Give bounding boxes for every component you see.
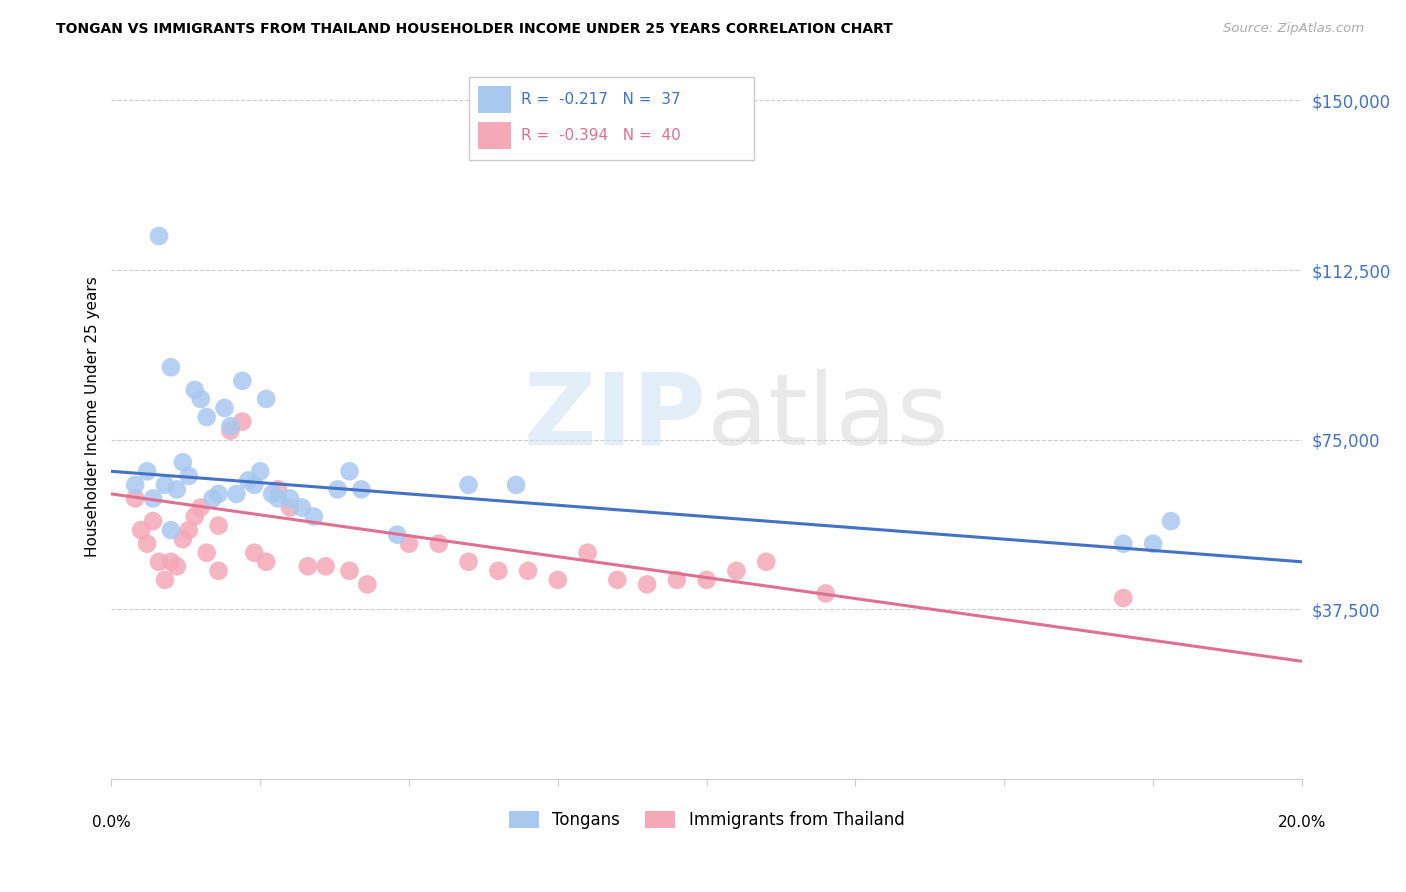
Point bbox=[190, 392, 212, 406]
Point bbox=[457, 555, 479, 569]
Point bbox=[398, 537, 420, 551]
Point bbox=[238, 474, 260, 488]
Point bbox=[129, 523, 152, 537]
Y-axis label: Householder Income Under 25 years: Householder Income Under 25 years bbox=[86, 277, 100, 558]
Text: R =  -0.394   N =  40: R = -0.394 N = 40 bbox=[522, 128, 681, 143]
Point bbox=[148, 555, 170, 569]
Text: Source: ZipAtlas.com: Source: ZipAtlas.com bbox=[1223, 22, 1364, 36]
Point bbox=[166, 559, 188, 574]
Point bbox=[254, 392, 277, 406]
Point bbox=[160, 555, 183, 569]
Point bbox=[517, 564, 540, 578]
Point bbox=[231, 415, 253, 429]
Point bbox=[278, 491, 301, 506]
Point bbox=[207, 487, 229, 501]
Point bbox=[166, 483, 188, 497]
Point bbox=[184, 383, 207, 397]
Point bbox=[350, 483, 373, 497]
Point bbox=[207, 518, 229, 533]
Point bbox=[254, 555, 277, 569]
Point bbox=[1160, 514, 1182, 528]
Point bbox=[457, 478, 479, 492]
Point bbox=[696, 573, 718, 587]
Point bbox=[814, 586, 837, 600]
Point bbox=[136, 537, 159, 551]
Point bbox=[427, 537, 450, 551]
Point bbox=[1112, 537, 1135, 551]
FancyBboxPatch shape bbox=[478, 121, 512, 149]
Point bbox=[339, 564, 361, 578]
Point bbox=[148, 229, 170, 244]
Point bbox=[214, 401, 236, 415]
FancyBboxPatch shape bbox=[478, 86, 512, 113]
Point bbox=[315, 559, 337, 574]
Point bbox=[486, 564, 509, 578]
Point bbox=[172, 455, 194, 469]
Point bbox=[219, 424, 242, 438]
Point bbox=[267, 483, 290, 497]
Point bbox=[124, 491, 146, 506]
Point bbox=[201, 491, 224, 506]
Point bbox=[136, 464, 159, 478]
Point bbox=[291, 500, 314, 515]
Point bbox=[184, 509, 207, 524]
Point bbox=[576, 546, 599, 560]
Point bbox=[385, 527, 408, 541]
Point bbox=[207, 564, 229, 578]
Point bbox=[195, 410, 218, 425]
Point bbox=[339, 464, 361, 478]
Point bbox=[725, 564, 748, 578]
Point bbox=[190, 500, 212, 515]
Point bbox=[142, 491, 165, 506]
Point bbox=[249, 464, 271, 478]
Point bbox=[142, 514, 165, 528]
Point bbox=[1112, 591, 1135, 605]
Point bbox=[278, 500, 301, 515]
Point bbox=[547, 573, 569, 587]
Point bbox=[124, 478, 146, 492]
Point bbox=[195, 546, 218, 560]
Text: ZIP: ZIP bbox=[524, 368, 707, 466]
Legend: Tongans, Immigrants from Thailand: Tongans, Immigrants from Thailand bbox=[502, 805, 911, 836]
Point bbox=[297, 559, 319, 574]
Point bbox=[177, 523, 200, 537]
Point bbox=[665, 573, 688, 587]
Point bbox=[262, 487, 284, 501]
Point bbox=[160, 360, 183, 375]
Point bbox=[243, 478, 266, 492]
Point bbox=[153, 573, 176, 587]
Point bbox=[505, 478, 527, 492]
Text: R =  -0.217   N =  37: R = -0.217 N = 37 bbox=[522, 92, 681, 107]
Point bbox=[219, 419, 242, 434]
Text: TONGAN VS IMMIGRANTS FROM THAILAND HOUSEHOLDER INCOME UNDER 25 YEARS CORRELATION: TONGAN VS IMMIGRANTS FROM THAILAND HOUSE… bbox=[56, 22, 893, 37]
Point bbox=[153, 478, 176, 492]
Point bbox=[636, 577, 658, 591]
Text: atlas: atlas bbox=[707, 368, 948, 466]
Point bbox=[177, 468, 200, 483]
Point bbox=[326, 483, 349, 497]
Point bbox=[231, 374, 253, 388]
Point bbox=[302, 509, 325, 524]
FancyBboxPatch shape bbox=[468, 77, 754, 160]
Point bbox=[172, 532, 194, 546]
Point bbox=[243, 546, 266, 560]
Point bbox=[267, 491, 290, 506]
Point bbox=[160, 523, 183, 537]
Point bbox=[1142, 537, 1164, 551]
Text: 0.0%: 0.0% bbox=[91, 815, 131, 830]
Point bbox=[606, 573, 628, 587]
Text: 20.0%: 20.0% bbox=[1278, 815, 1326, 830]
Point bbox=[225, 487, 247, 501]
Point bbox=[755, 555, 778, 569]
Point bbox=[356, 577, 378, 591]
